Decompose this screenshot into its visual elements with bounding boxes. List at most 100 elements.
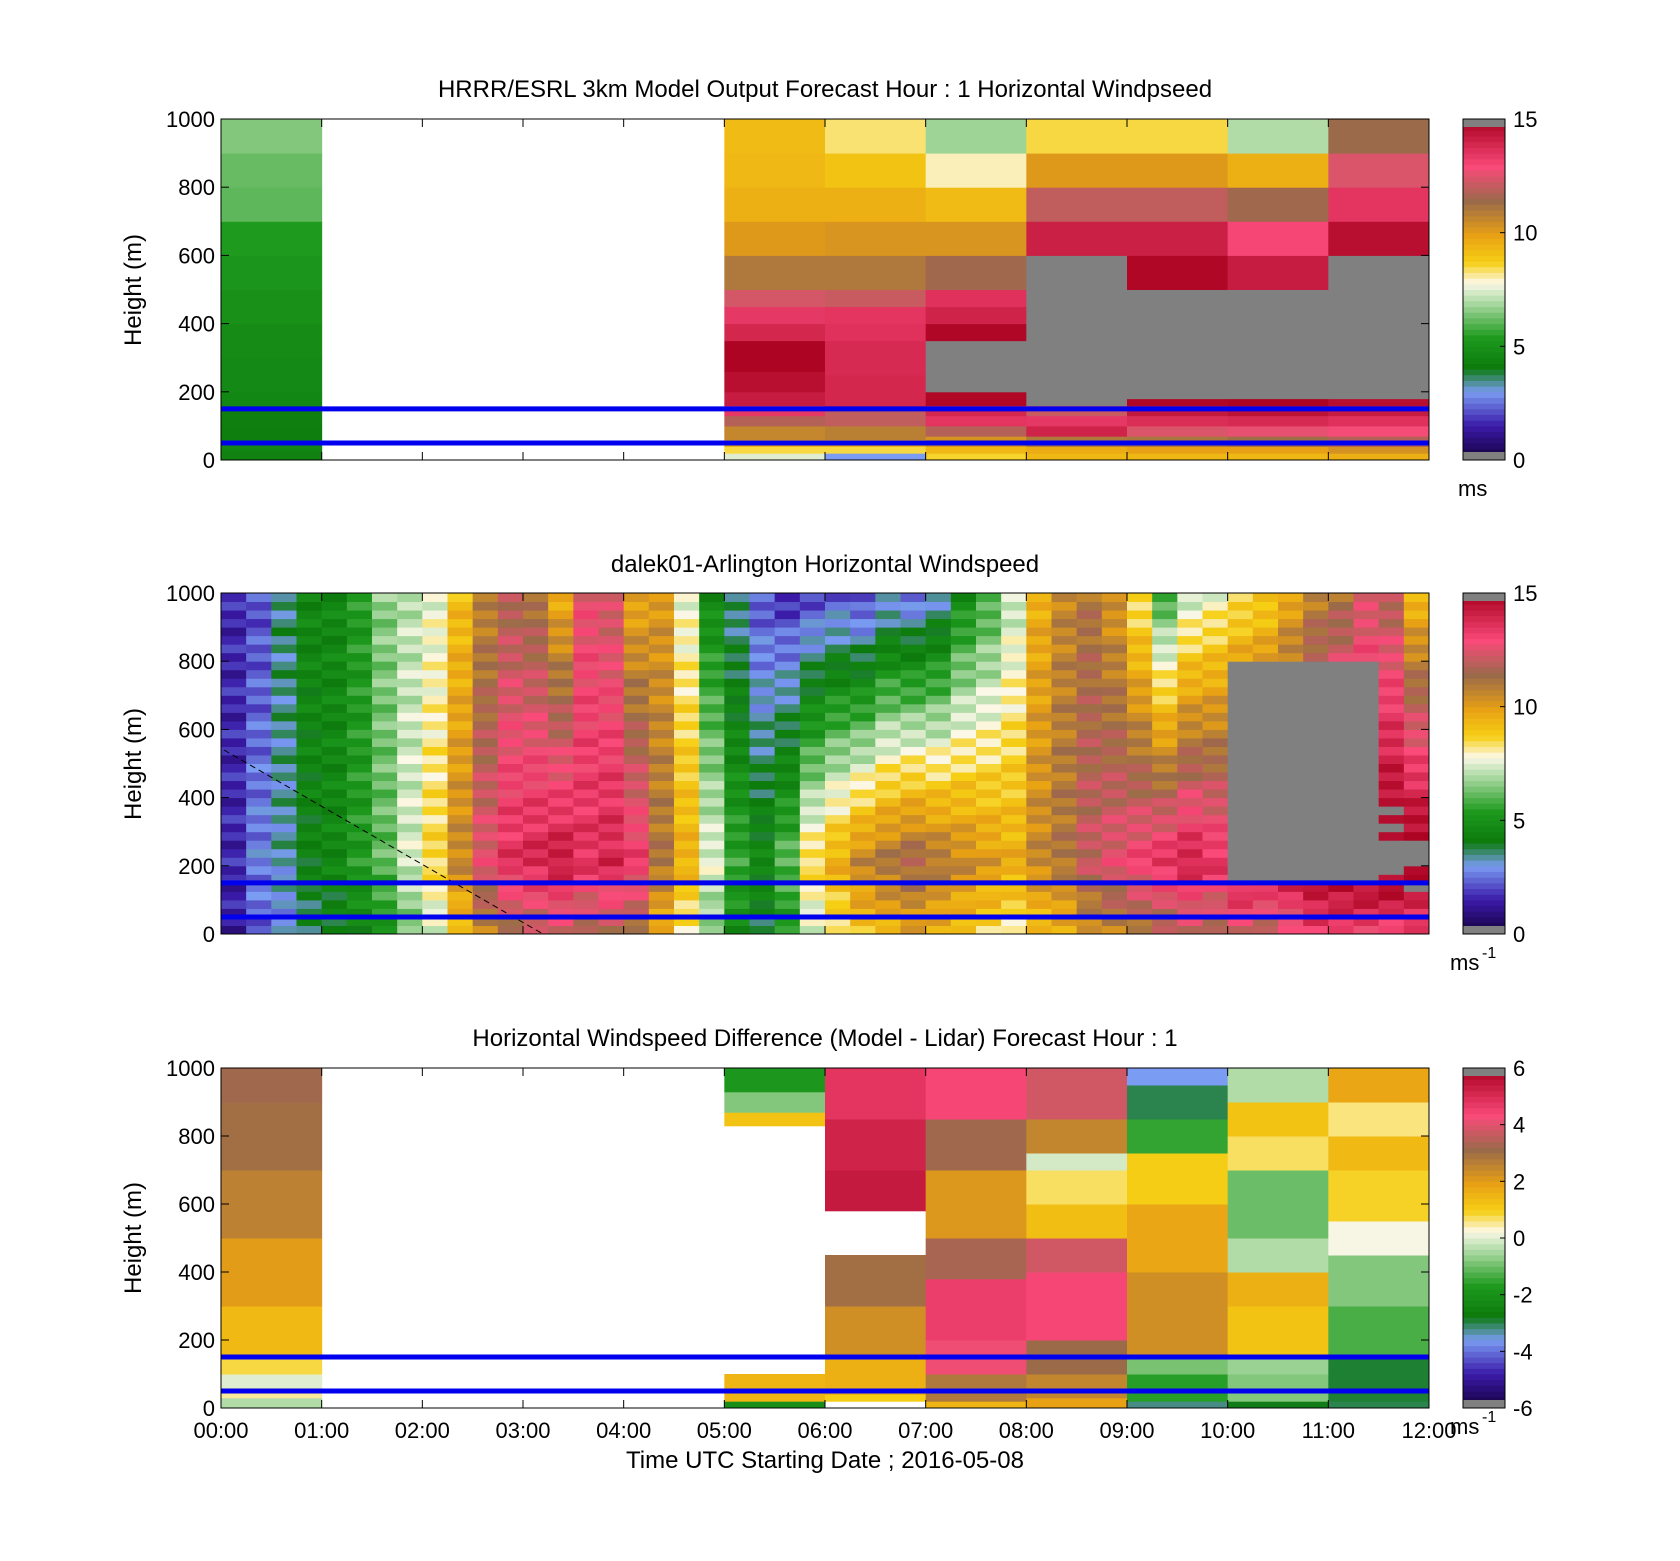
x-tick-label: 01:00 (294, 1418, 349, 1443)
panel-2-ylabel: Height (m) (120, 708, 147, 820)
heat-cell-p2-c27-r37 (900, 610, 927, 620)
heat-cell-p2-c15-r13 (598, 814, 625, 824)
heat-cell-p2-c6-r10 (372, 840, 398, 850)
heat-cell-p2-c27-r10 (900, 840, 927, 850)
heat-cell-p2-c32-r7 (1026, 865, 1052, 875)
heat-cell-p1-c3-r10 (925, 289, 1027, 308)
heat-cell-p2-c26-r37 (875, 610, 901, 620)
heat-cell-p2-c2-r16 (271, 789, 297, 799)
colorbar-segment (1463, 442, 1505, 450)
heat-cell-p2-c34-r26 (1076, 703, 1103, 713)
heat-cell-p2-c21-r32 (749, 652, 776, 662)
heat-cell-p2-c20-r36 (724, 618, 750, 628)
heat-cell-p2-c33-r28 (1051, 686, 1078, 696)
heat-cell-p2-c29-r9 (950, 848, 977, 858)
heat-cell-p2-c12-r32 (523, 652, 549, 662)
heat-cell-p2-c24-r28 (825, 686, 851, 696)
heat-cell-p2-c17-r17 (648, 780, 675, 790)
heat-cell-p2-c44-r12 (1328, 823, 1354, 833)
heat-cell-p2-c0-r2 (221, 908, 247, 918)
heat-cell-p2-c31-r39 (1001, 593, 1027, 603)
heat-cell-p2-c26-r0 (875, 925, 901, 934)
heat-cell-p2-c22-r34 (774, 635, 801, 645)
heat-cell-p2-c43-r14 (1303, 806, 1329, 816)
colorbar-tick-label: 10 (1513, 695, 1537, 720)
heat-cell-p2-c34-r7 (1076, 865, 1103, 875)
heat-cell-p2-c9-r5 (447, 882, 474, 892)
heat-cell-p2-c43-r34 (1303, 635, 1329, 645)
heat-cell-p2-c16-r35 (623, 627, 650, 637)
heat-cell-p2-c0-r23 (221, 729, 247, 739)
heat-cell-p2-c15-r16 (598, 789, 625, 799)
heat-cell-p2-c23-r25 (799, 712, 826, 722)
heat-cell-p2-c23-r3 (799, 899, 826, 909)
colorbar-segment (1463, 752, 1505, 759)
heat-cell-p2-c23-r24 (799, 720, 826, 730)
heat-cell-p2-c37-r34 (1152, 635, 1178, 645)
colorbar-segment (1463, 1357, 1505, 1364)
heat-cell-p2-c43-r5 (1303, 882, 1329, 892)
heat-cell-p2-c33-r5 (1051, 882, 1078, 892)
colorbar-segment (1463, 164, 1505, 171)
heat-cell-p2-c36-r24 (1127, 720, 1153, 730)
heat-cell-p2-c0-r15 (221, 797, 247, 807)
heat-cell-p2-c14-r18 (573, 772, 599, 782)
heat-cell-p2-c17-r22 (648, 737, 675, 747)
heat-cell-p2-c2-r31 (271, 661, 297, 671)
heat-cell-p2-c25-r9 (850, 848, 876, 858)
heat-cell-p2-c46-r37 (1378, 610, 1405, 620)
heat-cell-p2-c36-r7 (1127, 865, 1153, 875)
heat-cell-p2-c12-r38 (523, 601, 549, 611)
heat-cell-p2-c20-r22 (724, 737, 750, 747)
heat-cell-p2-c21-r16 (749, 789, 776, 799)
heat-cell-p3-c7-r8 (1328, 1068, 1429, 1103)
heat-cell-p2-c38-r18 (1177, 772, 1203, 782)
heat-cell-p2-c11-r2 (497, 908, 524, 918)
heat-cell-p2-c44-r3 (1328, 899, 1354, 909)
heat-cell-p2-c25-r12 (850, 823, 876, 833)
heat-cell-p2-c30-r15 (976, 797, 1002, 807)
heat-cell-p2-c12-r1 (523, 916, 549, 926)
heat-cell-p2-c29-r25 (950, 712, 977, 722)
heat-cell-p2-c7-r37 (397, 610, 423, 620)
heat-cell-p2-c15-r3 (598, 899, 625, 909)
heat-cell-p2-c3-r14 (296, 806, 323, 816)
heat-cell-p2-c18-r15 (674, 797, 700, 807)
heat-cell-p2-c23-r21 (799, 746, 826, 756)
heat-cell-p2-c22-r8 (774, 857, 801, 867)
heat-cell-p2-c26-r23 (875, 729, 901, 739)
heat-cell-p2-c6-r7 (372, 865, 398, 875)
heat-cell-p2-c43-r22 (1303, 737, 1329, 747)
heat-cell-p2-c35-r24 (1101, 720, 1128, 730)
heat-cell-p2-c44-r14 (1328, 806, 1354, 816)
heat-cell-p2-c18-r22 (674, 737, 700, 747)
heat-cell-p2-c36-r3 (1127, 899, 1153, 909)
colorbar-segment (1463, 1300, 1505, 1307)
heat-cell-p2-c43-r28 (1303, 686, 1329, 696)
colorbar-segment (1463, 1266, 1505, 1273)
heat-cell-p2-c23-r9 (799, 848, 826, 858)
heat-cell-p2-c46-r19 (1378, 763, 1405, 773)
colorbar-segment (1463, 1306, 1505, 1313)
heat-cell-p2-c32-r3 (1026, 899, 1052, 909)
heat-cell-p2-c21-r23 (749, 729, 776, 739)
heat-cell-p2-c39-r18 (1202, 772, 1229, 782)
heat-cell-p2-c40-r13 (1227, 814, 1254, 824)
heat-cell-p2-c31-r33 (1001, 644, 1027, 654)
heat-cell-p2-c9-r30 (447, 669, 474, 679)
colorbar-segment (1463, 369, 1505, 376)
heat-cell-p2-c35-r30 (1101, 669, 1128, 679)
heat-cell-p2-c39-r28 (1202, 686, 1229, 696)
heat-cell-p2-c42-r10 (1278, 840, 1304, 850)
colorbar-segment (1463, 740, 1505, 747)
heat-cell-p2-c44-r18 (1328, 772, 1354, 782)
heat-cell-p2-c41-r29 (1252, 678, 1279, 688)
heat-cell-p2-c6-r12 (372, 823, 398, 833)
heat-cell-p2-c18-r18 (674, 772, 700, 782)
colorbar-segment (1463, 718, 1505, 725)
heat-cell-p2-c40-r7 (1227, 865, 1254, 875)
heat-cell-p2-c22-r28 (774, 686, 801, 696)
x-tick-label: 03:00 (495, 1418, 550, 1443)
heat-cell-p2-c3-r5 (296, 882, 323, 892)
heat-cell-p2-c37-r39 (1152, 593, 1178, 603)
